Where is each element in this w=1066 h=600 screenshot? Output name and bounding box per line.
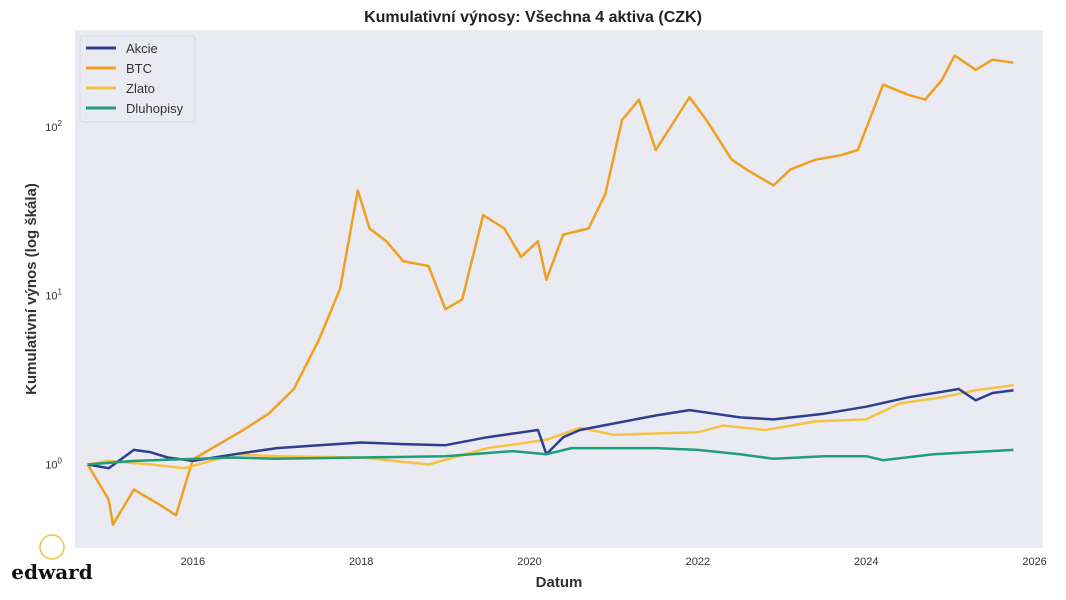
legend-label: Dluhopisy: [126, 101, 184, 116]
chart-title: Kumulativní výnosy: Všechna 4 aktiva (CZ…: [364, 9, 702, 26]
x-tick-label: 2020: [517, 556, 541, 568]
legend-box: [79, 35, 196, 123]
y-tick-label: 102: [45, 119, 62, 134]
x-tick-label: 2018: [349, 556, 373, 568]
series-line-btc: [86, 54, 1014, 526]
series-line-zlato: [87, 383, 1014, 470]
x-axis-label: Datum: [536, 574, 583, 591]
y-ticks: 100 101 102: [45, 119, 62, 472]
logo-circle-icon: [39, 534, 65, 560]
legend-label: Zlato: [126, 81, 155, 96]
x-ticks: 2016 2018 2020 2022 2024 2026: [181, 556, 1047, 568]
x-tick-label: 2016: [181, 556, 205, 568]
logo-text: edward: [11, 560, 92, 584]
y-tick-label: 100: [45, 456, 62, 471]
y-axis-label: Kumulativní výnos (log škála): [23, 183, 40, 395]
edward-logo: edward: [11, 534, 93, 584]
legend: Akcie BTC Zlato Dluhopisy: [79, 35, 196, 123]
legend-label: BTC: [126, 61, 152, 76]
x-tick-label: 2022: [686, 556, 710, 568]
legend-label: Akcie: [126, 41, 158, 56]
plot-background: [75, 30, 1043, 548]
y-tick-label: 101: [45, 288, 62, 303]
x-tick-label: 2024: [854, 556, 878, 568]
series-line-dluhopisy: [87, 446, 1014, 466]
series-line-akcie: [87, 387, 1014, 470]
x-tick-label: 2026: [1022, 556, 1046, 568]
series-lines: [86, 54, 1014, 526]
